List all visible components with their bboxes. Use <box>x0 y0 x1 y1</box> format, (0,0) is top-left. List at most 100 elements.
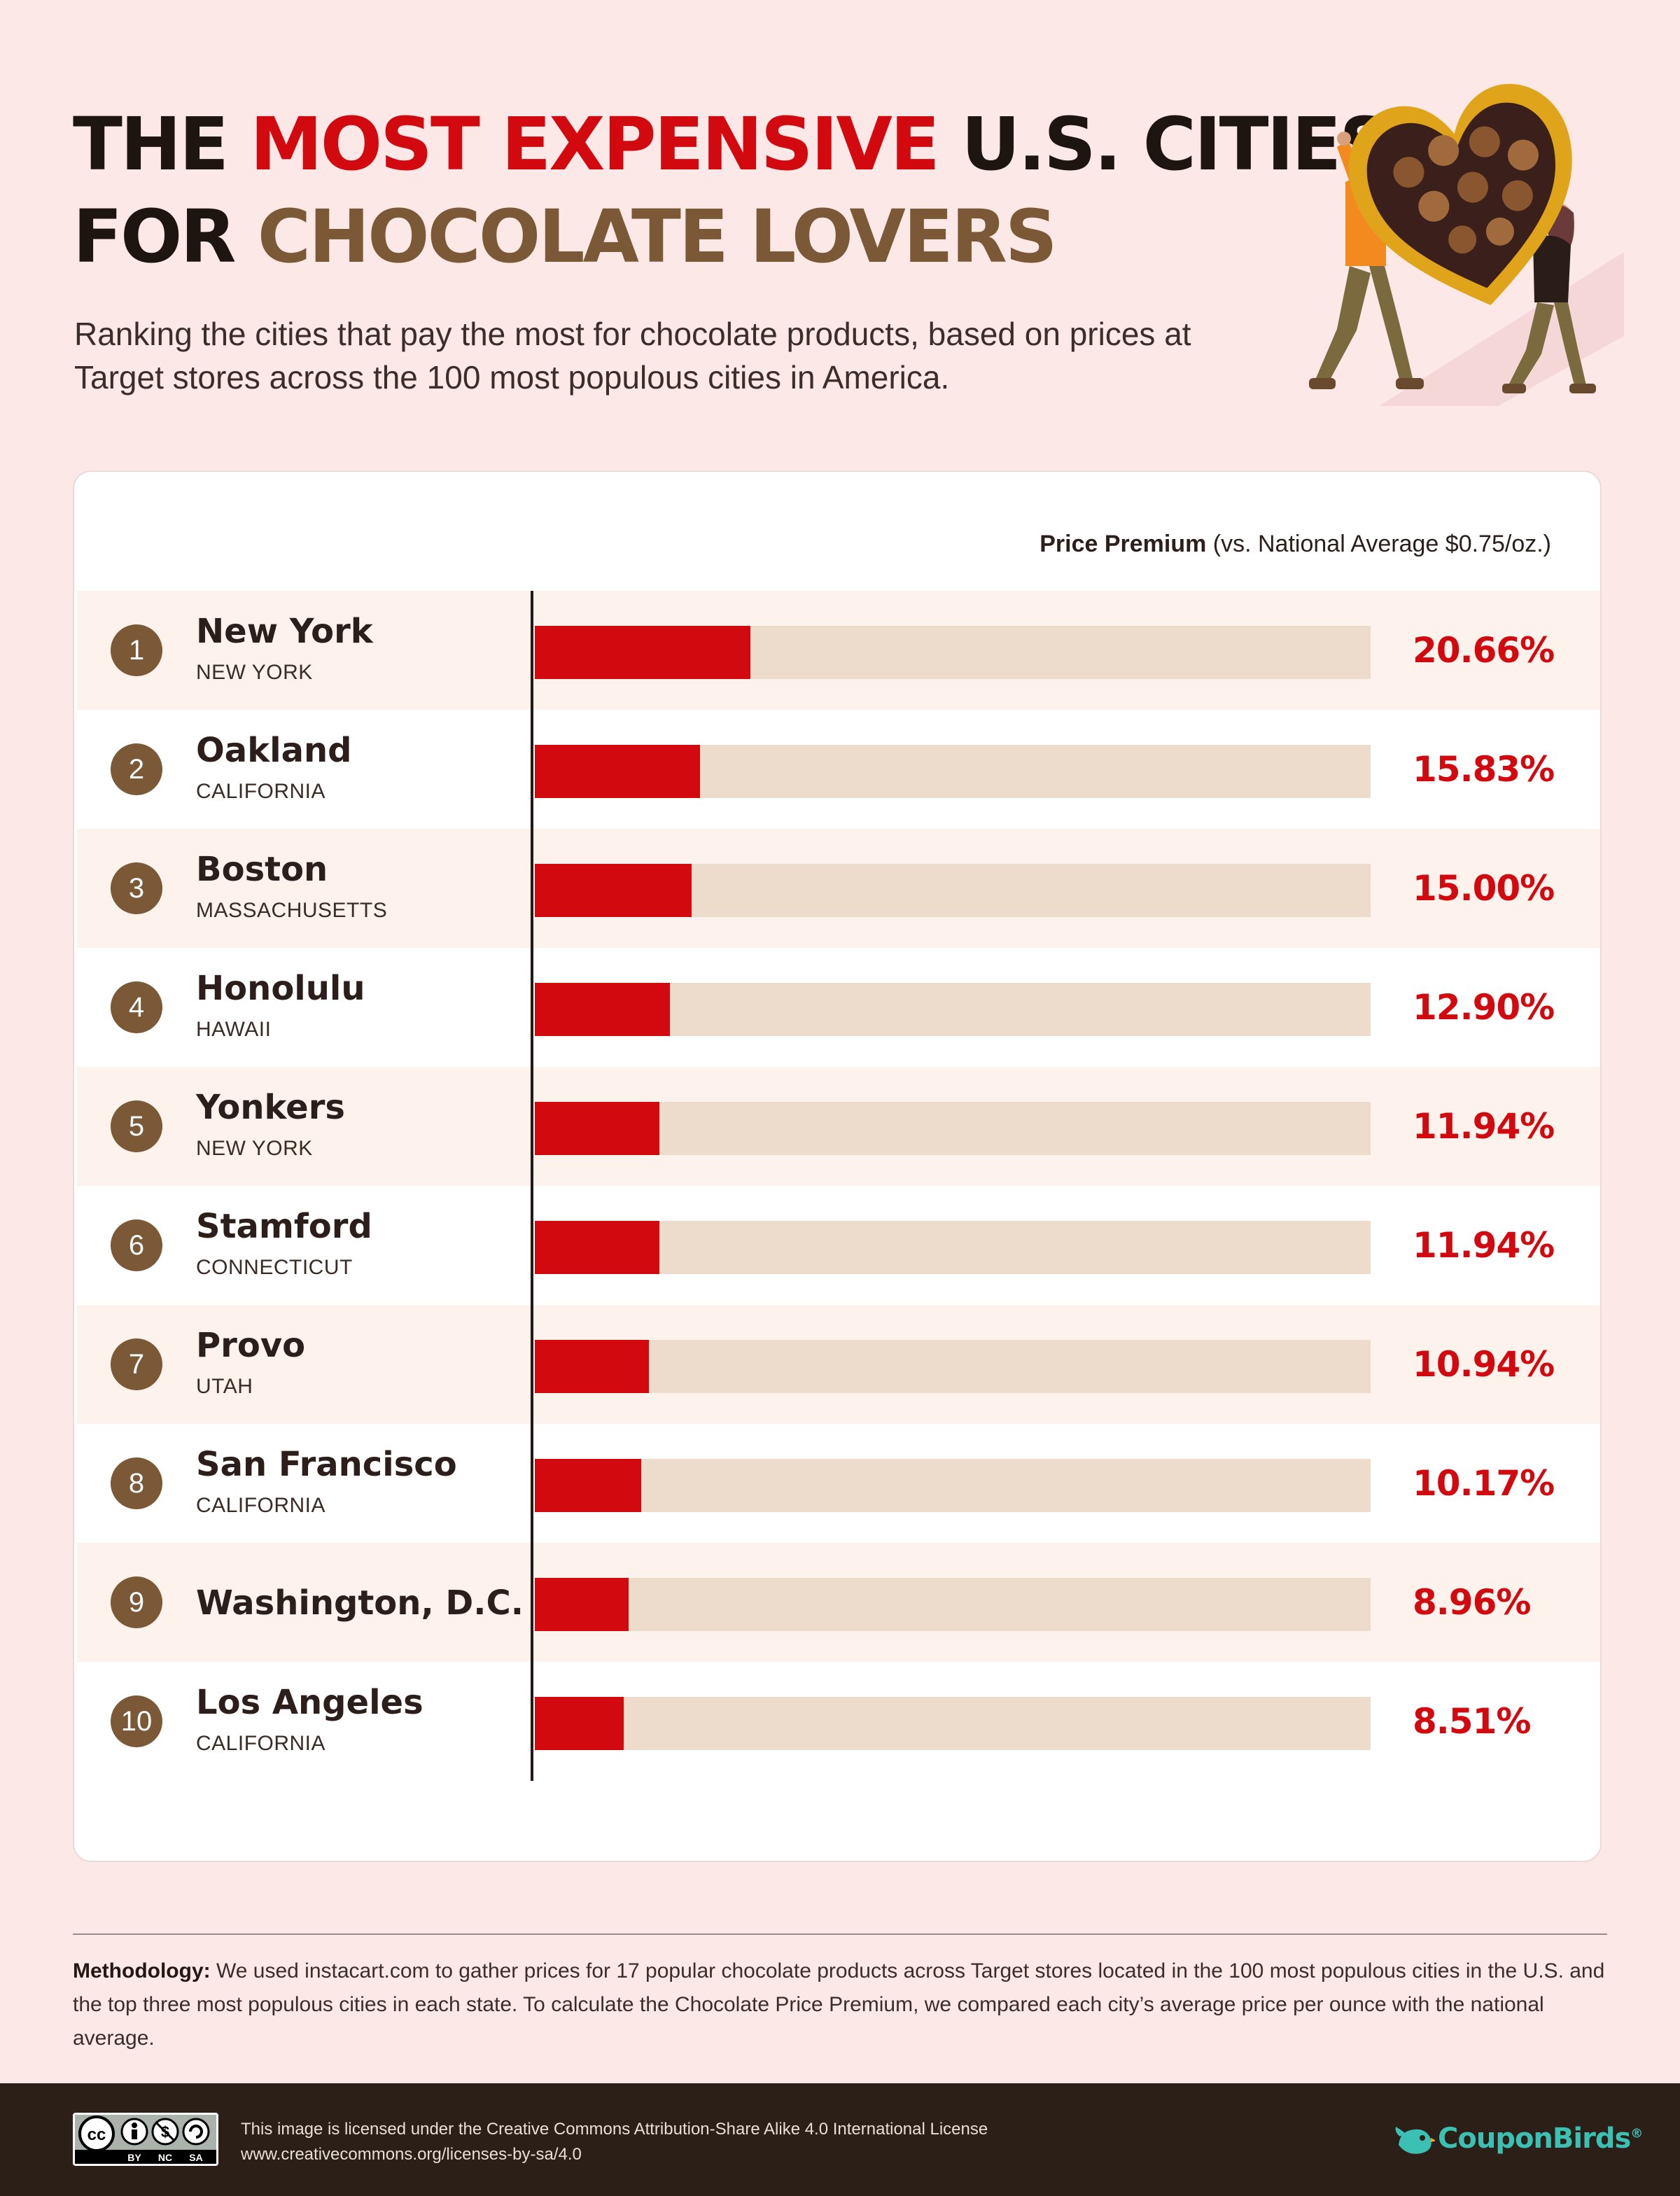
license-text: This image is licensed under the Creativ… <box>241 2117 988 2167</box>
value-label: 20.66% <box>1413 630 1555 671</box>
city-name: Oakland <box>196 731 352 770</box>
bar <box>535 983 670 1036</box>
methodology-label: Methodology: <box>73 1959 211 1982</box>
bar-track <box>535 864 1371 917</box>
bar <box>535 1459 641 1512</box>
value-label: 12.90% <box>1413 987 1555 1028</box>
rank-badge: 7 <box>111 1338 162 1390</box>
brand-name: CouponBirds® <box>1438 2122 1643 2155</box>
rank-badge: 2 <box>111 743 162 795</box>
city-name: Provo <box>196 1326 306 1365</box>
ranking-row: 10 Los Angeles CALIFORNIA 8.51% <box>77 1662 1600 1781</box>
title-highlight-brown: CHOCOLATE LOVERS <box>257 194 1058 279</box>
city-name: Los Angeles <box>196 1683 424 1722</box>
rank-badge: 8 <box>111 1457 162 1509</box>
value-axis-label-bold: Price Premium <box>1040 531 1207 557</box>
bar <box>535 1340 649 1393</box>
methodology: Methodology: We used instacart.com to ga… <box>73 1954 1607 2055</box>
city-name: San Francisco <box>196 1445 457 1484</box>
state-name: UTAH <box>196 1375 253 1398</box>
brand-logo[interactable]: CouponBirds® <box>1393 2118 1643 2160</box>
cc-label-nc: NC <box>158 2152 172 2163</box>
value-label: 11.94% <box>1413 1106 1555 1147</box>
ranking-row: 5 Yonkers NEW YORK 11.94% <box>77 1067 1600 1186</box>
bar-track <box>535 1221 1371 1274</box>
bar-track <box>535 1102 1371 1155</box>
cc-label-sa: SA <box>189 2152 202 2163</box>
city-name: Honolulu <box>196 969 365 1008</box>
city-name: Boston <box>196 850 328 889</box>
page-title: THE MOST EXPENSIVE U.S. CITIES FOR CHOCO… <box>73 98 1392 283</box>
value-label: 10.94% <box>1413 1344 1555 1385</box>
title-part: FOR <box>73 194 258 279</box>
license-line: This image is licensed under the Creativ… <box>241 2120 988 2139</box>
bar-track <box>535 1697 1371 1750</box>
city-name: Washington, D.C. <box>196 1583 524 1623</box>
ranking-row: 4 Honolulu HAWAII 12.90% <box>77 948 1600 1067</box>
bar-track <box>535 1459 1371 1512</box>
rank-badge: 6 <box>111 1219 162 1271</box>
bar <box>535 1221 659 1274</box>
city-name: New York <box>196 612 373 651</box>
bar <box>535 745 700 798</box>
value-axis-label-rest: (vs. National Average $0.75/oz.) <box>1206 531 1551 557</box>
state-name: CALIFORNIA <box>196 1732 326 1755</box>
state-name: CALIFORNIA <box>196 780 326 803</box>
divider <box>73 1933 1607 1935</box>
state-name: CALIFORNIA <box>196 1494 326 1517</box>
value-label: 15.83% <box>1413 749 1555 790</box>
value-label: 15.00% <box>1413 868 1555 909</box>
title-part: THE <box>73 102 251 187</box>
city-name: Stamford <box>196 1207 372 1246</box>
bar <box>535 1102 659 1155</box>
state-name: HAWAII <box>196 1018 272 1041</box>
title-highlight-red: MOST EXPENSIVE <box>250 102 940 187</box>
bar-track <box>535 1578 1371 1631</box>
bird-icon <box>1395 2127 1435 2154</box>
ranking-row: 6 Stamford CONNECTICUT 11.94% <box>77 1186 1600 1305</box>
value-label: 10.17% <box>1413 1463 1555 1504</box>
footer: cc $ BY NC SA This image is licensed und… <box>0 2083 1680 2196</box>
chocolate-box-illustration <box>1309 83 1624 406</box>
registered-mark: ® <box>1630 2126 1643 2141</box>
ranking-row: 8 San Francisco CALIFORNIA 10.17% <box>77 1424 1600 1543</box>
bar <box>535 1578 629 1631</box>
bar-track <box>535 983 1371 1036</box>
bar <box>535 864 692 917</box>
city-name: Yonkers <box>196 1088 345 1127</box>
baseline-axis <box>531 591 533 1781</box>
state-name: CONNECTICUT <box>196 1256 353 1279</box>
rank-badge: 5 <box>111 1100 162 1152</box>
value-label: 8.96% <box>1413 1582 1531 1623</box>
title-part: U.S. CITIES <box>937 102 1392 187</box>
bar <box>535 1697 624 1750</box>
ranking-row: 7 Provo UTAH 10.94% <box>77 1305 1600 1424</box>
ranking-row: 9 Washington, D.C. 8.96% <box>77 1543 1600 1662</box>
value-label: 8.51% <box>1413 1701 1531 1742</box>
bar-track <box>535 745 1371 798</box>
bar-track <box>535 626 1371 679</box>
state-name: NEW YORK <box>196 1137 313 1160</box>
svg-text:cc: cc <box>88 2125 106 2144</box>
value-axis-label: Price Premium (vs. National Average $0.7… <box>1040 531 1551 558</box>
chart-card: Price Premium (vs. National Average $0.7… <box>73 470 1602 1862</box>
rank-badge: 3 <box>111 862 162 914</box>
ranking-row: 2 Oakland CALIFORNIA 15.83% <box>77 710 1600 829</box>
creative-commons-license-icon[interactable]: cc $ BY NC SA <box>73 2113 218 2166</box>
rank-badge: 4 <box>111 981 162 1033</box>
rank-badge: 9 <box>111 1576 162 1628</box>
license-link[interactable]: www.creativecommons.org/licenses-by-sa/4… <box>241 2145 582 2164</box>
ranking-row: 3 Boston MASSACHUSETTS 15.00% <box>77 829 1600 948</box>
state-name: NEW YORK <box>196 661 313 684</box>
ranking-list: 1 New York NEW YORK 20.66% 2 Oakland CALIFORNI… <box>77 591 1600 1781</box>
bar <box>535 626 750 679</box>
ranking-row: 1 New York NEW YORK 20.66% <box>77 591 1600 710</box>
cc-label-by: BY <box>127 2152 141 2163</box>
value-label: 11.94% <box>1413 1225 1555 1266</box>
methodology-text: We used instacart.com to gather prices f… <box>73 1959 1605 2050</box>
rank-badge: 10 <box>111 1695 162 1747</box>
page-subtitle: Ranking the cities that pay the most for… <box>74 316 1191 396</box>
rank-badge: 1 <box>111 624 162 676</box>
bar-track <box>535 1340 1371 1393</box>
state-name: MASSACHUSETTS <box>196 899 388 922</box>
